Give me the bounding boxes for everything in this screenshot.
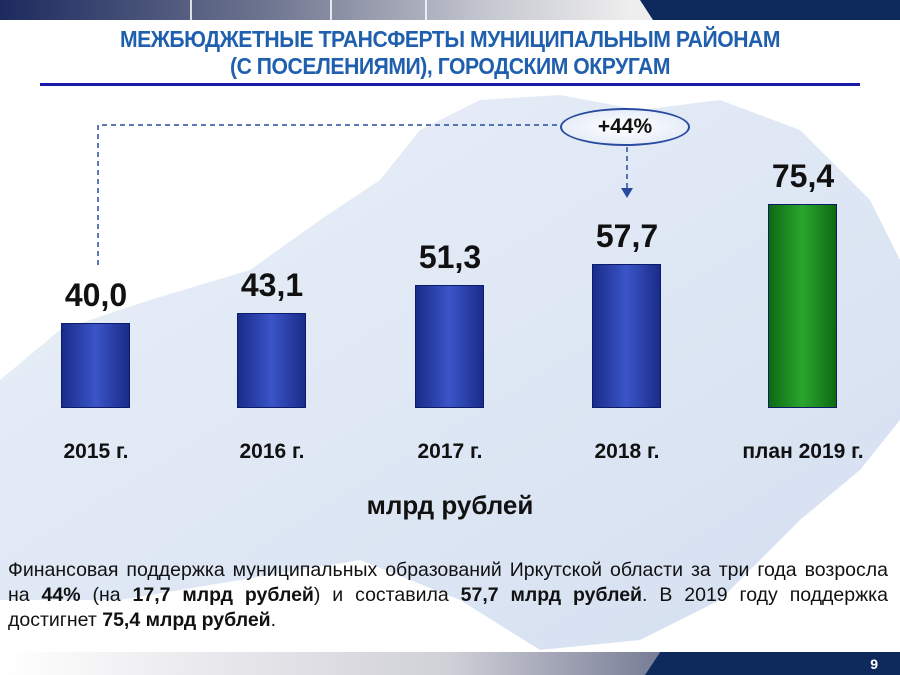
summary-text: Финансовая поддержка муниципальных образ…: [8, 559, 888, 631]
bar-2: [415, 285, 484, 408]
unit-label: млрд рублей: [366, 490, 534, 520]
growth-annotation: +44%: [560, 108, 690, 146]
value-label: 57,7: [595, 217, 659, 254]
bar-0: [61, 322, 130, 408]
bar-3: [592, 263, 661, 408]
value-label: 51,3: [418, 239, 482, 276]
category-label: 2015 г.: [63, 440, 129, 463]
top-banner: [0, 0, 900, 20]
title-line-1: МЕЖБЮДЖЕТНЫЕ ТРАНСФЕРТЫ МУНИЦИПАЛЬНЫМ РА…: [119, 26, 781, 52]
category-label: 2017 г.: [417, 440, 483, 463]
bar-1: [237, 312, 306, 408]
category-label: 2016 г.: [239, 440, 305, 463]
title-underline: [40, 83, 860, 86]
value-label: 75,4: [771, 158, 835, 195]
bar-4: [768, 204, 837, 408]
title-line-2: (С ПОСЕЛЕНИЯМИ), ГОРОДСКИМ ОКРУГАМ: [229, 53, 671, 79]
category-label: 2018 г.: [594, 440, 660, 463]
slide-title: МЕЖБЮДЖЕТНЫЕ ТРАНСФЕРТЫ МУНИЦИПАЛЬНЫМ РА…: [36, 26, 864, 80]
category-label: план 2019 г.: [742, 440, 864, 463]
value-label: 43,1: [240, 266, 304, 303]
page-number: 9: [870, 656, 878, 672]
value-label: 40,0: [64, 276, 128, 313]
footer-banner: 9: [0, 652, 900, 675]
